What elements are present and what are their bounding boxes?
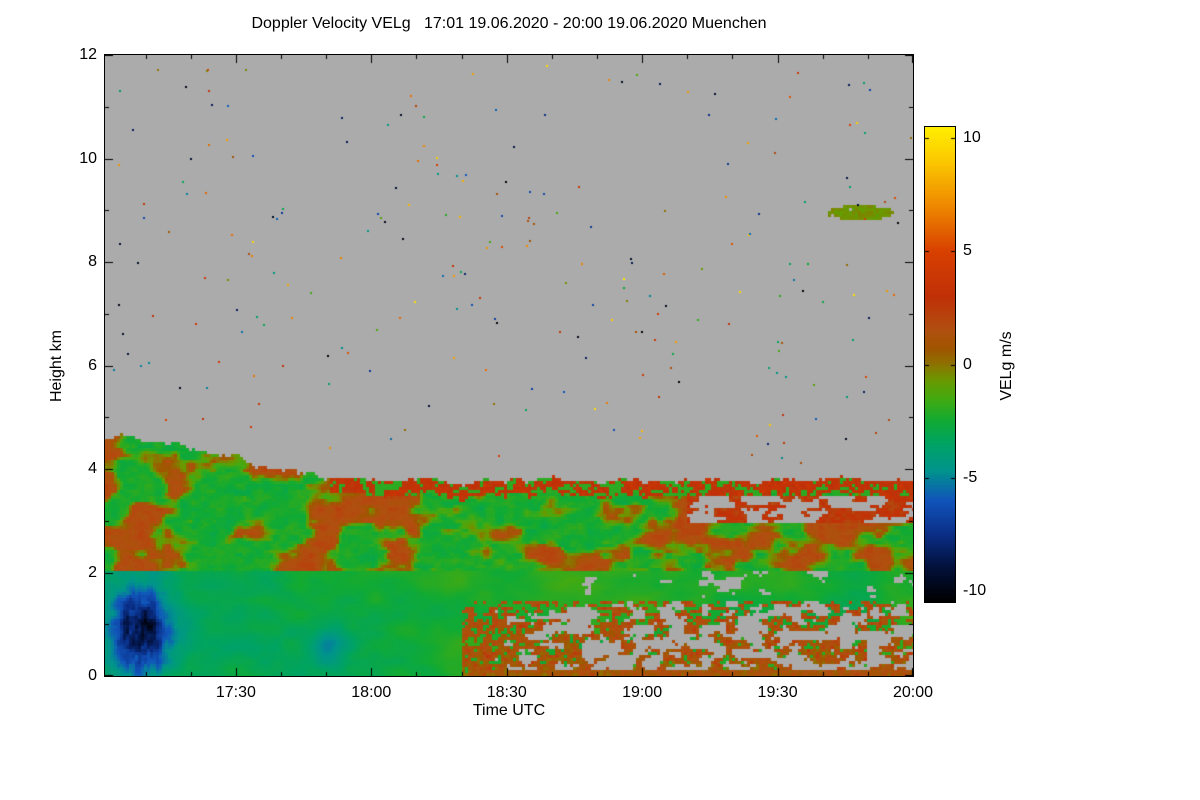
- y-tick-label: 0: [88, 667, 97, 684]
- colorbar-canvas: [925, 127, 955, 602]
- y-tick-label: 4: [88, 460, 97, 477]
- colorbar-tick-label: -10: [963, 581, 987, 599]
- plot-area: [104, 54, 914, 677]
- y-tick-label: 8: [88, 253, 97, 270]
- colorbar-tick-label: 0: [963, 355, 972, 373]
- y-tick-label: 2: [88, 563, 97, 581]
- x-tick-label: 19:00: [622, 684, 663, 701]
- x-tick-label: 20:00: [892, 684, 934, 701]
- x-tick-label: 17:30: [215, 684, 256, 701]
- colorbar-tick-label: 5: [963, 242, 972, 260]
- x-tick-label: 18:00: [351, 684, 392, 701]
- x-tick-label: 19:30: [757, 684, 798, 701]
- y-tick-label: 12: [79, 46, 97, 63]
- colorbar-tick-label: 10: [963, 129, 981, 147]
- x-axis-label: Time UTC: [472, 702, 546, 719]
- y-tick-label: 10: [79, 149, 97, 167]
- y-tick-label: 6: [88, 356, 97, 374]
- x-tick-label: 18:30: [486, 684, 527, 701]
- colorbar: [924, 126, 956, 603]
- chart-title: Doppler Velocity VELg 17:01 19.06.2020 -…: [251, 15, 767, 32]
- colorbar-tick-label: -5: [963, 468, 978, 486]
- heatmap-canvas: [105, 55, 913, 676]
